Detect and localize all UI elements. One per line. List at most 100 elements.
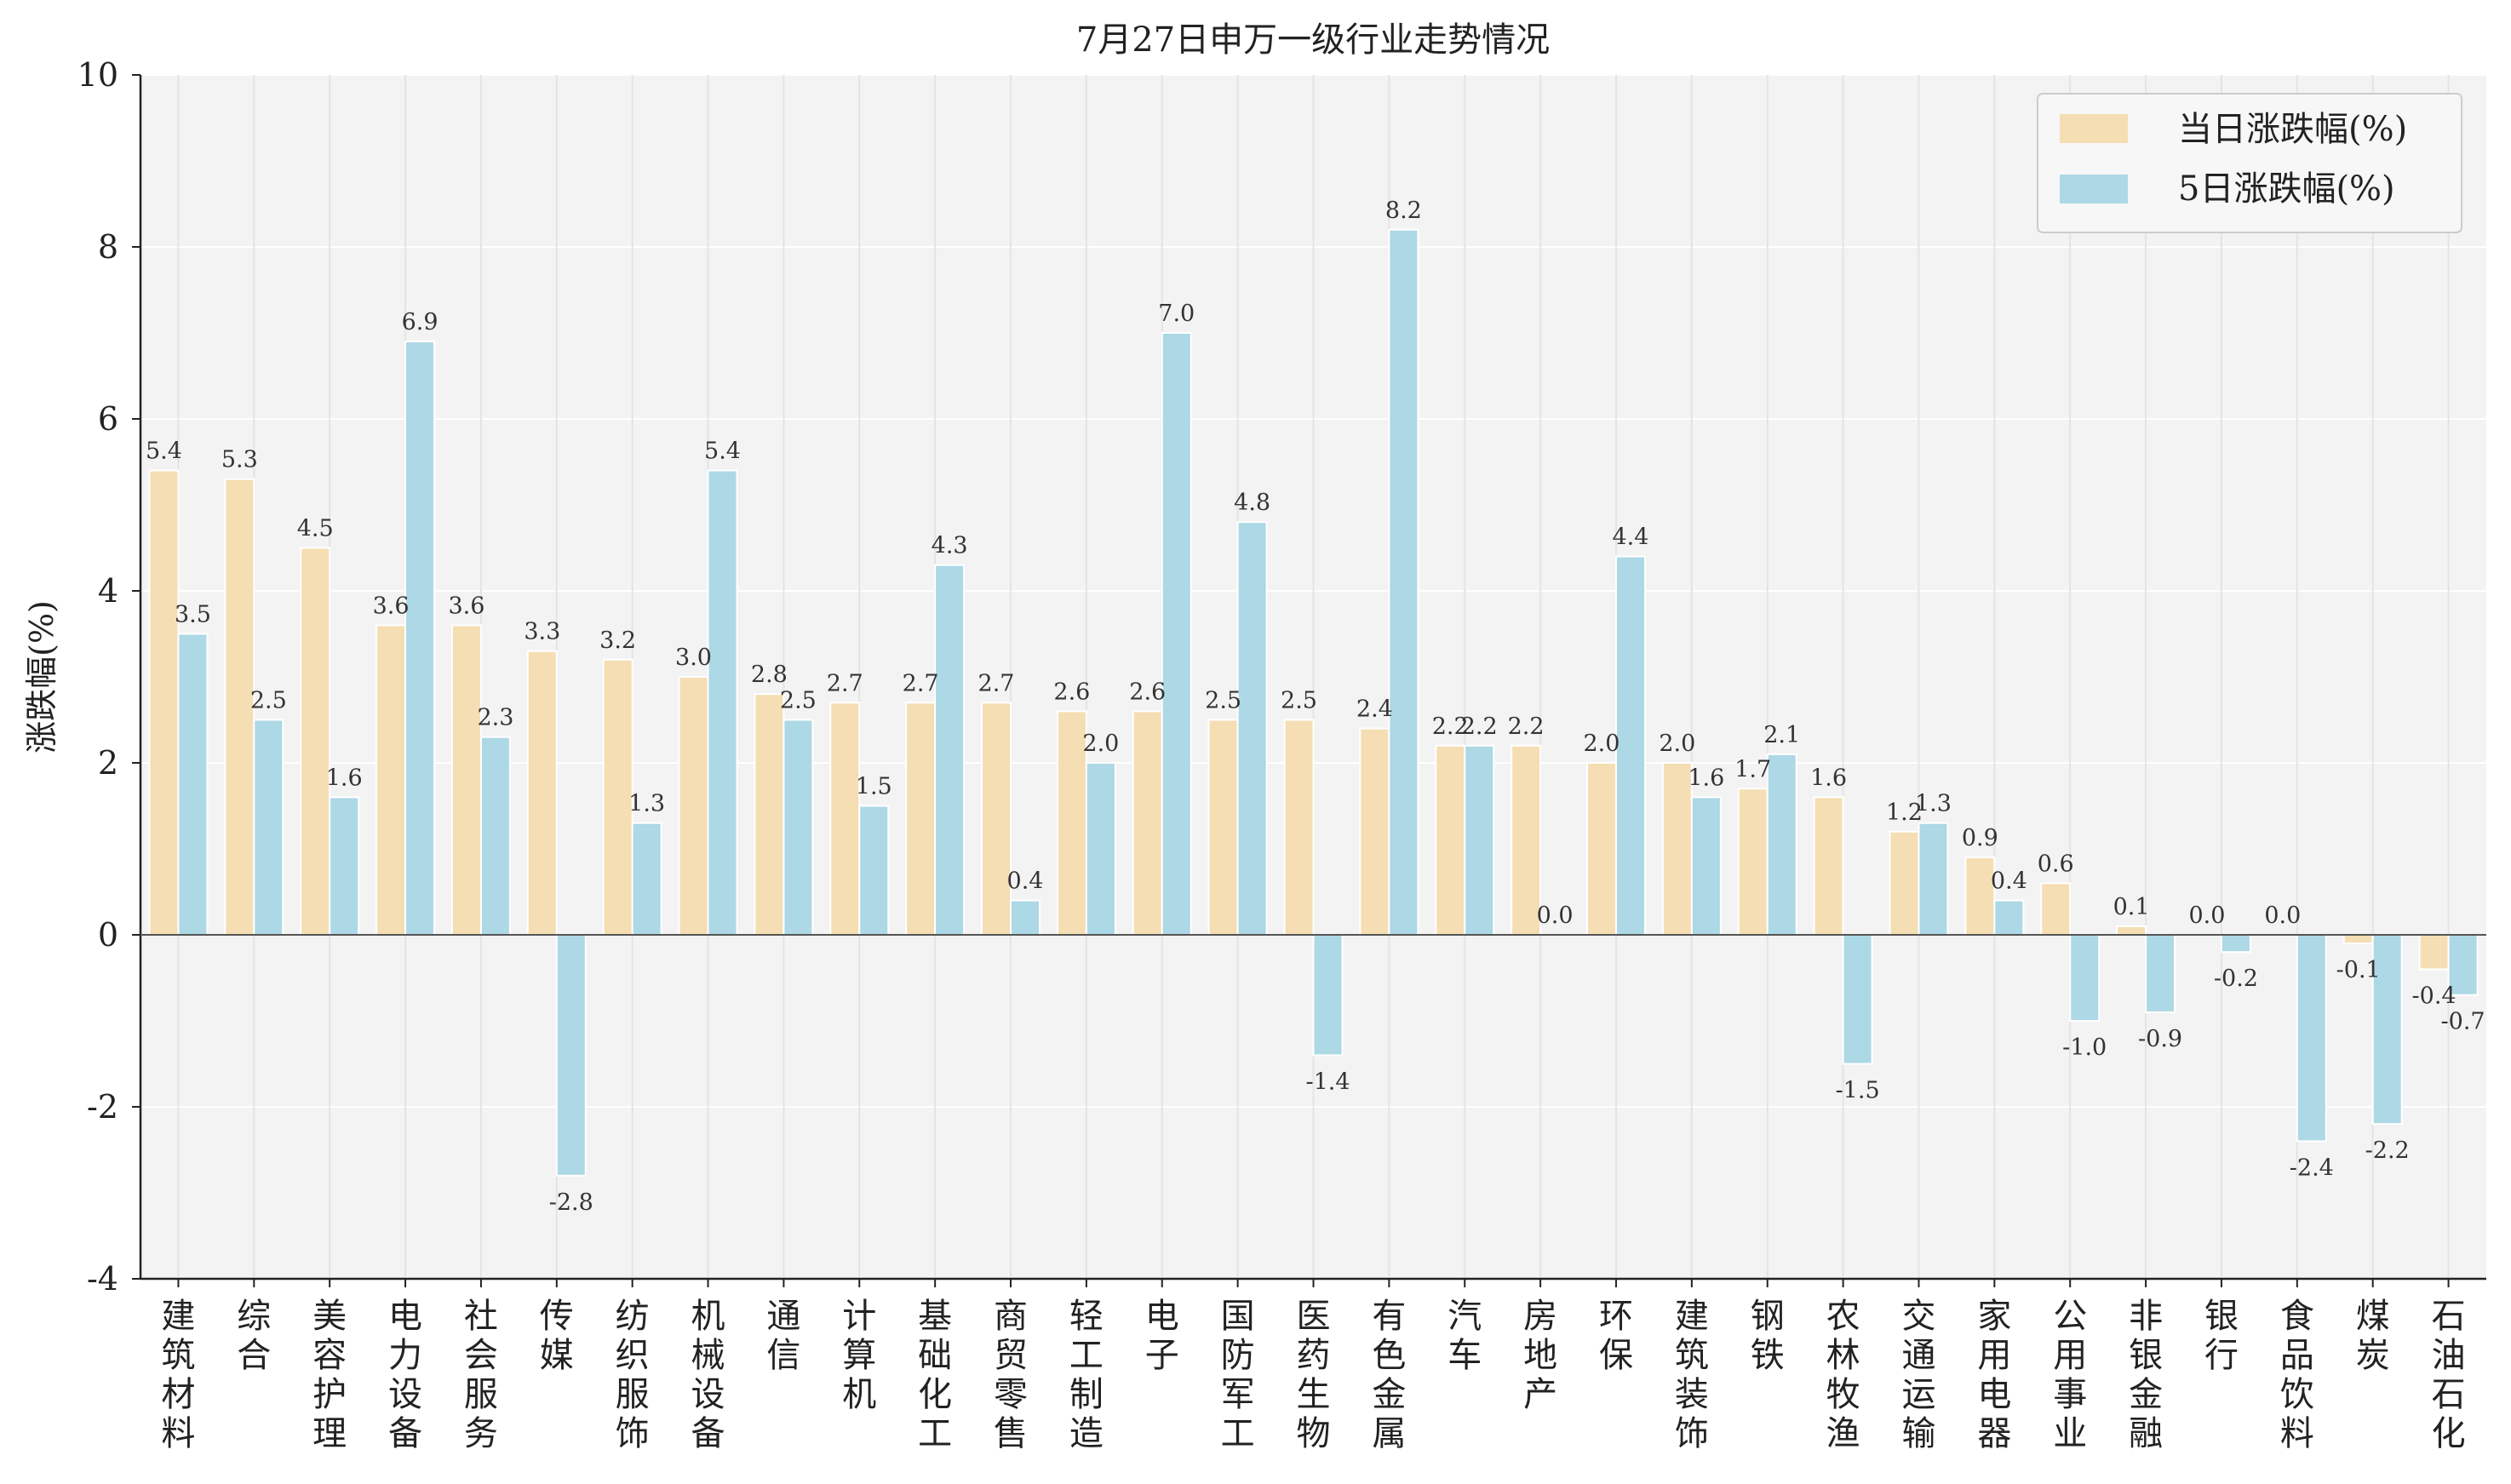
y-tick-label: 2	[98, 744, 118, 782]
category-label-17: 汽车	[1448, 1297, 1482, 1375]
y-tick-label: 4	[98, 572, 118, 610]
bar-daily-19	[1585, 762, 1617, 936]
category-label-16: 有色金属	[1372, 1297, 1406, 1453]
category-labels: 建筑材料 综合 美容护理 电力设备 社会服务 传媒 纺织服饰 机械设备 通信 计算机 基础化工 商贸零…	[161, 1297, 2465, 1453]
category-label-7: 机械设备	[691, 1297, 725, 1453]
value-label-5day-18: 0.0	[1537, 902, 1574, 929]
bar-5day-14	[1236, 521, 1268, 936]
value-label-5day-2: 1.6	[326, 765, 363, 791]
value-label-5day-7: 5.4	[704, 438, 741, 465]
value-label-5day-20: 1.6	[1688, 765, 1724, 791]
category-label-13: 电子	[1145, 1297, 1179, 1375]
value-label-daily-29: -0.1	[2336, 957, 2381, 983]
y-tick-label: 6	[98, 400, 118, 438]
category-label-8: 通信	[766, 1297, 800, 1375]
bar-daily-6	[602, 658, 633, 936]
category-label-14: 国防军工	[1221, 1297, 1255, 1453]
category-label-0: 建筑材料	[161, 1297, 195, 1453]
value-label-5day-1: 2.5	[250, 688, 287, 714]
category-label-20: 建筑装饰	[1675, 1297, 1709, 1453]
y-axis-label: 涨跌幅(%)	[23, 600, 60, 753]
value-label-daily-30: -0.4	[2412, 983, 2457, 1009]
bar-5day-5	[555, 934, 587, 1177]
category-label-15: 医药生物	[1297, 1297, 1331, 1453]
value-label-5day-0: 3.5	[175, 602, 211, 628]
value-label-daily-2: 4.5	[297, 516, 334, 542]
value-label-daily-10: 2.7	[903, 670, 939, 696]
value-label-5day-17: 2.2	[1461, 713, 1498, 740]
category-label-6: 纺织服饰	[616, 1297, 650, 1453]
bar-daily-29	[2342, 934, 2374, 945]
bar-5day-8	[783, 719, 814, 936]
value-label-5day-8: 2.5	[780, 688, 817, 714]
bar-daily-4	[450, 624, 482, 937]
category-label-2: 美容护理	[312, 1297, 347, 1453]
bar-daily-25	[2040, 882, 2072, 937]
value-label-5day-27: -0.2	[2214, 965, 2258, 992]
value-label-5day-19: 4.4	[1613, 524, 1649, 551]
value-label-daily-9: 2.7	[827, 670, 863, 696]
bar-5day-17	[1464, 744, 1495, 936]
category-label-4: 社会服务	[464, 1297, 498, 1453]
bar-5day-23	[1918, 822, 1949, 937]
bar-daily-24	[1964, 857, 1996, 936]
bar-daily-15	[1283, 719, 1315, 936]
bar-daily-2	[300, 547, 331, 936]
category-label-10: 基础化工	[918, 1297, 952, 1453]
bar-5day-22	[1842, 934, 1873, 1065]
category-label-23: 交通运输	[1901, 1297, 1935, 1453]
bar-daily-11	[981, 702, 1012, 936]
bar-daily-23	[1889, 830, 1920, 936]
y-tick-label: 8	[98, 228, 118, 266]
value-label-5day-25: -1.0	[2062, 1034, 2107, 1061]
value-label-5day-23: 1.3	[1915, 791, 1952, 817]
category-label-11: 商贸零售	[994, 1297, 1028, 1453]
bar-daily-5	[526, 650, 558, 936]
value-label-daily-15: 2.5	[1281, 688, 1317, 714]
bar-daily-13	[1132, 710, 1163, 937]
category-label-1: 综合	[237, 1297, 271, 1375]
value-label-daily-19: 2.0	[1584, 731, 1620, 757]
bar-daily-21	[1737, 788, 1769, 936]
category-label-30: 石油石化	[2432, 1297, 2466, 1453]
value-label-5day-3: 6.9	[402, 309, 439, 335]
value-label-daily-4: 3.6	[448, 593, 484, 619]
bar-daily-16	[1359, 727, 1390, 936]
value-label-daily-17: 2.2	[1432, 713, 1469, 740]
bar-5day-24	[1993, 899, 2025, 936]
value-label-5day-28: -2.4	[2290, 1155, 2334, 1181]
value-label-daily-21: 1.7	[1734, 756, 1771, 782]
value-label-5day-6: 1.3	[628, 791, 665, 817]
bar-5day-0	[177, 633, 209, 936]
bar-5day-29	[2371, 934, 2403, 1126]
value-label-5day-30: -0.7	[2441, 1009, 2485, 1035]
bar-5day-13	[1161, 332, 1192, 936]
value-label-daily-0: 5.4	[146, 438, 182, 465]
category-label-5: 传媒	[540, 1297, 574, 1375]
value-label-daily-24: 0.9	[1962, 825, 1998, 851]
value-label-5day-5: -2.8	[549, 1189, 593, 1216]
value-label-5day-11: 0.4	[1007, 868, 1044, 895]
bar-daily-10	[905, 702, 937, 936]
bar-daily-8	[754, 693, 785, 936]
value-label-5day-4: 2.3	[477, 705, 513, 731]
value-label-5day-21: 2.1	[1763, 722, 1800, 748]
bar-5day-12	[1085, 762, 1116, 936]
value-label-daily-28: 0.0	[2264, 902, 2301, 929]
value-label-5day-26: -0.9	[2138, 1026, 2182, 1052]
category-label-27: 银行	[2204, 1297, 2239, 1375]
value-label-daily-26: 0.1	[2113, 894, 2150, 920]
bar-5day-7	[707, 469, 738, 936]
value-label-5day-12: 2.0	[1082, 731, 1119, 757]
legend-label-daily: 当日涨跌幅(%)	[2178, 110, 2407, 149]
bar-daily-7	[678, 676, 709, 936]
value-label-5day-22: -1.5	[1836, 1078, 1880, 1104]
category-label-21: 钢铁	[1751, 1297, 1785, 1375]
y-tick-label: 0	[98, 916, 118, 954]
legend-swatch-daily	[2060, 114, 2128, 143]
category-label-25: 公用事业	[2053, 1297, 2087, 1453]
y-tick-label: -2	[87, 1088, 118, 1126]
value-label-daily-22: 1.6	[1810, 765, 1847, 791]
value-label-daily-8: 2.8	[751, 662, 788, 688]
value-label-daily-13: 2.6	[1129, 679, 1166, 705]
